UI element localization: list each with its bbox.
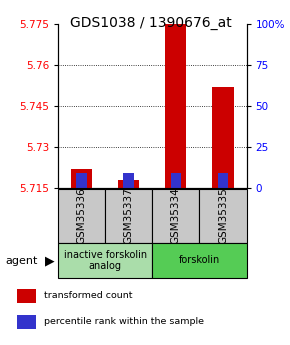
Bar (212, 87, 233, 188)
Bar (218, 173, 228, 188)
Text: GSM35335: GSM35335 (218, 188, 228, 244)
Text: GDS1038 / 1390676_at: GDS1038 / 1390676_at (70, 16, 232, 30)
FancyBboxPatch shape (152, 243, 246, 278)
FancyBboxPatch shape (105, 189, 152, 243)
Bar (118, 180, 139, 188)
Text: GSM35334: GSM35334 (171, 188, 181, 244)
FancyBboxPatch shape (58, 243, 152, 278)
Text: transformed count: transformed count (44, 291, 133, 300)
Bar (76, 173, 87, 188)
Text: GSM35336: GSM35336 (77, 188, 86, 244)
Text: ▶: ▶ (45, 255, 55, 268)
Bar (171, 173, 181, 188)
Bar (165, 24, 186, 188)
FancyBboxPatch shape (152, 189, 200, 243)
FancyBboxPatch shape (200, 189, 246, 243)
Bar (71, 169, 92, 188)
Text: agent: agent (6, 256, 38, 266)
Text: GSM35337: GSM35337 (124, 188, 134, 244)
Bar (123, 173, 134, 188)
Text: forskolin: forskolin (179, 256, 220, 265)
Bar (17, 289, 36, 303)
Text: inactive forskolin
analog: inactive forskolin analog (64, 250, 147, 271)
Text: percentile rank within the sample: percentile rank within the sample (44, 317, 204, 326)
Bar (17, 315, 36, 329)
FancyBboxPatch shape (58, 189, 105, 243)
